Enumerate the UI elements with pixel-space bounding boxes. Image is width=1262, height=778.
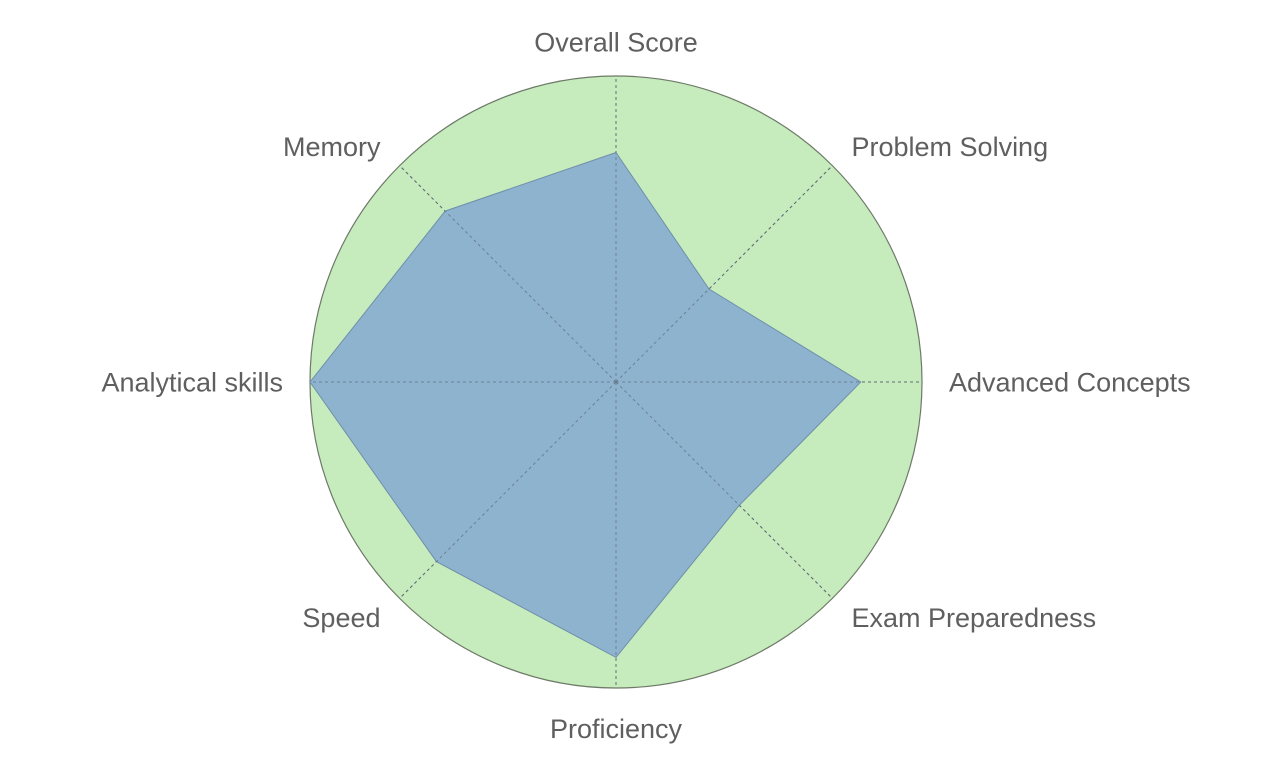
axis-label-proficiency: Proficiency bbox=[550, 714, 683, 744]
axis-label-analytical-skills: Analytical skills bbox=[101, 367, 283, 397]
radar-axis-labels: Overall Score Problem Solving Advanced Con… bbox=[101, 28, 1190, 744]
axis-label-problem-solving: Problem Solving bbox=[852, 132, 1049, 162]
axis-label-speed: Speed bbox=[302, 603, 380, 633]
axis-label-memory: Memory bbox=[283, 132, 381, 162]
axis-label-exam-preparedness: Exam Preparedness bbox=[852, 603, 1097, 633]
radar-spokes-overlay bbox=[310, 76, 922, 688]
radar-series-polygon bbox=[309, 151, 862, 659]
axis-label-overall-score: Overall Score bbox=[534, 28, 698, 58]
axis-label-advanced-concepts: Advanced Concepts bbox=[949, 367, 1191, 397]
